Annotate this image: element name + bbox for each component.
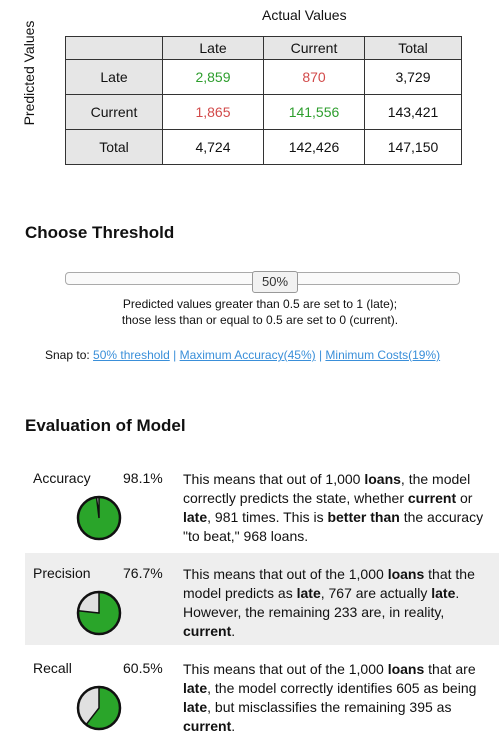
cell-late-total: 3,729: [365, 60, 462, 95]
eval-emphasis: late: [183, 680, 207, 696]
cell-total-late: 4,724: [163, 130, 264, 165]
matrix-row-late: Late 2,859 870 3,729: [66, 60, 462, 95]
eval-description: This means that out of 1,000 loans, the …: [183, 470, 495, 546]
threshold-slider-handle[interactable]: 50%: [252, 271, 298, 293]
threshold-description-line2: those less than or equal to 0.5 are set …: [95, 312, 425, 328]
cell-current-late: 1,865: [163, 95, 264, 130]
cell-current-current: 141,556: [264, 95, 365, 130]
precision-pie-icon: [75, 589, 123, 637]
eval-text: , the model correctly identifies 605 as …: [207, 680, 476, 696]
eval-text: or: [456, 490, 472, 506]
eval-text: .: [231, 623, 235, 639]
matrix-row-current: Current 1,865 141,556 143,421: [66, 95, 462, 130]
eval-row-accuracy: Accuracy 98.1% This means that out of 1,…: [25, 458, 499, 550]
row-header-current: Current: [66, 95, 163, 130]
cell-late-current: 870: [264, 60, 365, 95]
row-header-late: Late: [66, 60, 163, 95]
recall-pie-icon: [75, 684, 123, 732]
eval-emphasis: late: [183, 699, 207, 715]
eval-emphasis: late: [183, 509, 207, 525]
cell-total-current: 142,426: [264, 130, 365, 165]
cell-current-total: 143,421: [365, 95, 462, 130]
eval-emphasis: better than: [327, 509, 399, 525]
snap-separator: |: [173, 348, 176, 362]
col-header-late: Late: [163, 37, 264, 60]
eval-text: .: [231, 718, 235, 734]
eval-text: This means that out of 1,000: [183, 471, 364, 487]
eval-text: , 767 are actually: [321, 585, 432, 601]
eval-text: , 981 times. This is: [207, 509, 327, 525]
snap-separator: |: [319, 348, 322, 362]
snap-max-accuracy-link[interactable]: Maximum Accuracy(45%): [180, 348, 316, 362]
eval-description: This means that out of the 1,000 loans t…: [183, 565, 495, 641]
confusion-matrix: Late Current Total Late 2,859 870 3,729 …: [65, 36, 462, 165]
col-header-current: Current: [264, 37, 365, 60]
eval-name: Precision: [33, 565, 91, 581]
eval-name: Recall: [33, 660, 72, 676]
cell-total-total: 147,150: [365, 130, 462, 165]
threshold-description: Predicted values greater than 0.5 are se…: [95, 296, 425, 328]
eval-value: 98.1%: [123, 470, 163, 486]
eval-description: This means that out of the 1,000 loans t…: [183, 660, 495, 736]
eval-emphasis: loans: [388, 566, 425, 582]
evaluation-heading: Evaluation of Model: [25, 416, 186, 436]
cell-late-late: 2,859: [163, 60, 264, 95]
threshold-description-line1: Predicted values greater than 0.5 are se…: [95, 296, 425, 312]
matrix-corner-cell: [66, 37, 163, 60]
eval-value: 76.7%: [123, 565, 163, 581]
choose-threshold-heading: Choose Threshold: [25, 223, 174, 243]
eval-emphasis: current: [408, 490, 456, 506]
matrix-row-total: Total 4,724 142,426 147,150: [66, 130, 462, 165]
eval-text: This means that out of the 1,000: [183, 566, 388, 582]
eval-emphasis: current: [183, 718, 231, 734]
eval-value: 60.5%: [123, 660, 163, 676]
eval-emphasis: loans: [388, 661, 425, 677]
eval-row-precision: Precision 76.7% This means that out of t…: [25, 553, 499, 645]
predicted-values-label: Predicted Values: [22, 18, 37, 128]
col-header-total: Total: [365, 37, 462, 60]
matrix-header-row: Late Current Total: [66, 37, 462, 60]
snap-label: Snap to:: [45, 348, 90, 362]
row-header-total: Total: [66, 130, 163, 165]
eval-emphasis: late: [431, 585, 455, 601]
eval-text: , but misclassifies the remaining 395 as: [207, 699, 451, 715]
accuracy-pie-icon: [75, 494, 123, 542]
eval-emphasis: loans: [364, 471, 401, 487]
eval-emphasis: current: [183, 623, 231, 639]
eval-emphasis: late: [297, 585, 321, 601]
snap-50-threshold-link[interactable]: 50% threshold: [93, 348, 170, 362]
actual-values-title: Actual Values: [262, 7, 347, 23]
eval-text: This means that out of the 1,000: [183, 661, 388, 677]
eval-text: that are: [424, 661, 475, 677]
snap-min-costs-link[interactable]: Minimum Costs(19%): [325, 348, 440, 362]
eval-name: Accuracy: [33, 470, 91, 486]
snap-to-bar: Snap to: 50% threshold | Maximum Accurac…: [45, 348, 440, 362]
eval-row-recall: Recall 60.5% This means that out of the …: [25, 648, 499, 740]
